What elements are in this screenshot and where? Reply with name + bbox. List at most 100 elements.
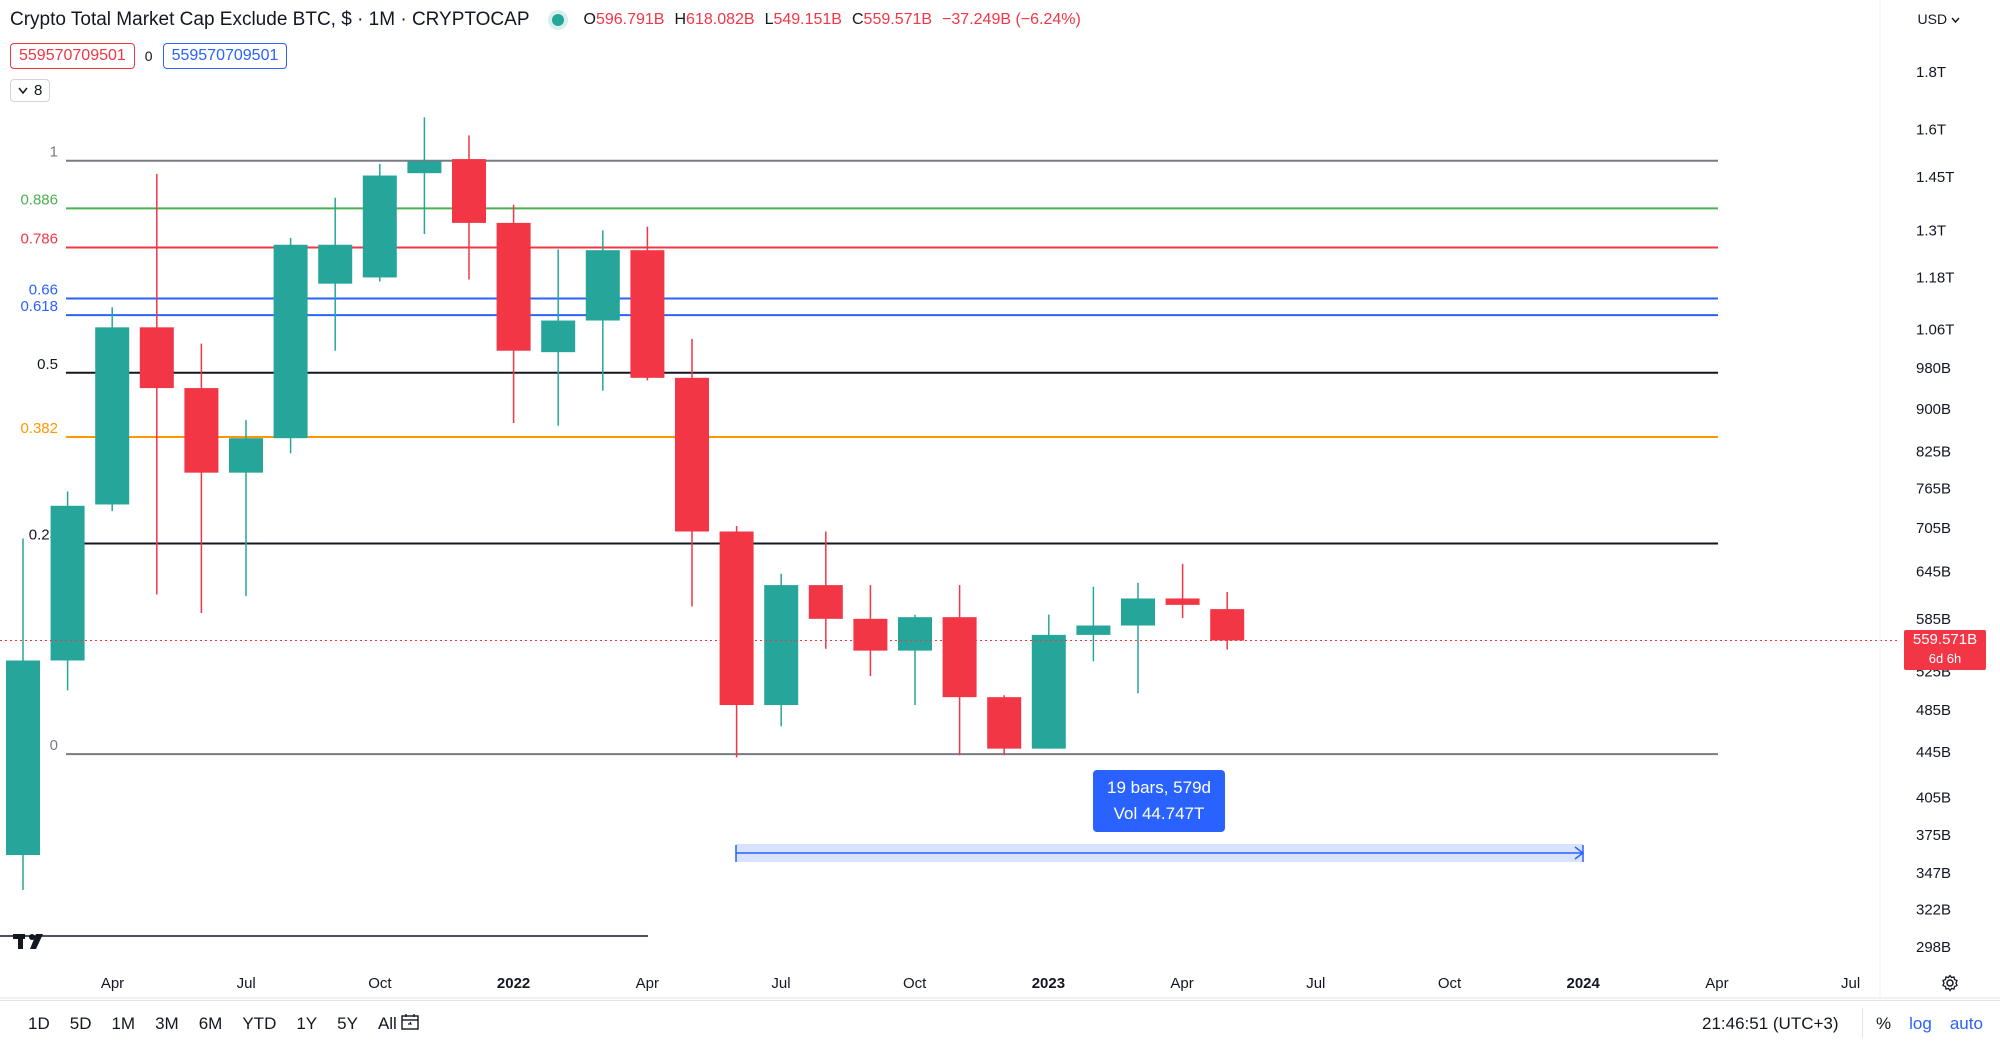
- range-ytd[interactable]: YTD: [242, 1014, 277, 1033]
- price-tick-label: 405B: [1916, 790, 1951, 807]
- candle-body: [630, 250, 665, 378]
- candle[interactable]: [585, 230, 620, 391]
- candle[interactable]: [1210, 592, 1245, 650]
- measure-volume: Vol 44.747T: [1113, 804, 1205, 823]
- ohlc-legend: O596.791B H618.082B L549.151B C559.571B …: [584, 11, 1081, 29]
- candle-body: [541, 320, 576, 353]
- candle[interactable]: [541, 249, 576, 426]
- time-axis[interactable]: Apr Jul Oct 2022 Apr Jul Oct 2023 Apr Jul Oct 2024 A…: [101, 975, 1860, 992]
- chevron-down-icon: [18, 87, 28, 94]
- candle[interactable]: [630, 226, 665, 381]
- price-tick-label: 1.18T: [1916, 269, 1954, 286]
- log-scale-toggle[interactable]: log: [1909, 1014, 1932, 1033]
- range-1m[interactable]: 1M: [111, 1014, 136, 1033]
- currency-label: USD: [1917, 11, 1948, 27]
- price-tick-label: 1.8T: [1916, 64, 1946, 81]
- candle[interactable]: [50, 491, 85, 691]
- candle-body: [407, 161, 442, 174]
- candle-body: [719, 531, 754, 706]
- price-tick-label: 705B: [1916, 520, 1951, 537]
- candle-body: [942, 617, 977, 698]
- time-tick-label: 2022: [497, 975, 530, 992]
- candle-body: [273, 244, 308, 439]
- candle-body: [452, 159, 486, 223]
- chart-header: Crypto Total Market Cap Exclude BTC, $ ·…: [10, 9, 1081, 31]
- candle[interactable]: [719, 525, 754, 758]
- change-value: −37.249B (−6.24%): [942, 11, 1081, 28]
- price-tick-label: 1.06T: [1916, 322, 1954, 339]
- measure-label[interactable]: 19 bars, 579d Vol 44.747T: [1093, 770, 1225, 832]
- candle[interactable]: [6, 538, 40, 891]
- range-1y[interactable]: 1Y: [296, 1014, 318, 1033]
- gear-icon[interactable]: [1941, 974, 1959, 992]
- open-value: 596.791B: [595, 11, 665, 28]
- range-1d[interactable]: 1D: [28, 1014, 50, 1033]
- collapse-indicators-button[interactable]: 8: [10, 79, 51, 102]
- price-axis[interactable]: 1.8T 1.6T 1.45T 1.3T 1.18T 1.06T 980B 900B 825B 7…: [1916, 64, 1954, 956]
- candle[interactable]: [362, 163, 397, 282]
- price-tick-label: 645B: [1916, 563, 1951, 580]
- candle[interactable]: [95, 307, 130, 512]
- scale-options: % log auto: [1876, 1014, 1983, 1034]
- open-label: O: [583, 11, 596, 28]
- price-tick-label: 322B: [1916, 901, 1951, 918]
- indicator-value-left[interactable]: 559570709501: [10, 43, 135, 69]
- candle-body: [229, 438, 263, 473]
- auto-scale-toggle[interactable]: auto: [1949, 1014, 1983, 1033]
- candle[interactable]: [452, 135, 486, 280]
- candle[interactable]: [764, 573, 799, 727]
- candle[interactable]: [942, 585, 977, 756]
- go-to-date-icon[interactable]: [400, 1013, 420, 1031]
- percent-scale-toggle[interactable]: %: [1876, 1014, 1892, 1033]
- range-6m[interactable]: 6M: [198, 1014, 223, 1033]
- candle[interactable]: [318, 197, 353, 351]
- price-tick-label: 585B: [1916, 611, 1951, 628]
- range-all[interactable]: All: [377, 1014, 397, 1033]
- candle[interactable]: [675, 338, 709, 607]
- candle[interactable]: [496, 204, 531, 423]
- bottom-toolbar: [0, 1000, 2000, 1049]
- fib-level-label: 0.786: [20, 230, 58, 247]
- chevron-down-icon: [1951, 17, 1960, 24]
- candle[interactable]: [987, 695, 1022, 756]
- price-tick-label: 825B: [1916, 444, 1951, 461]
- candle[interactable]: [407, 117, 442, 235]
- range-5y[interactable]: 5Y: [337, 1014, 358, 1033]
- candle[interactable]: [1121, 582, 1155, 694]
- indicator-values: 559570709501 0 559570709501: [10, 43, 288, 69]
- toolbar-separator: [1862, 1008, 1863, 1038]
- candle-body: [987, 697, 1022, 749]
- indicator-value-mid: 0: [144, 48, 153, 64]
- currency-selector[interactable]: USD: [1918, 11, 1960, 27]
- symbol-title[interactable]: Crypto Total Market Cap Exclude BTC, $ ·…: [10, 9, 530, 30]
- price-tick-label: 1.45T: [1916, 169, 1954, 186]
- candlestick-series[interactable]: [6, 117, 1245, 891]
- candle[interactable]: [1031, 614, 1066, 749]
- time-tick-label: Apr: [101, 975, 124, 992]
- tradingview-logo-icon[interactable]: [12, 931, 52, 951]
- candle[interactable]: [184, 343, 219, 614]
- clock-timezone[interactable]: 21:46:51 (UTC+3): [1702, 1014, 1839, 1033]
- date-range-measure[interactable]: [735, 844, 1585, 862]
- candle[interactable]: [139, 173, 174, 595]
- indicator-value-right[interactable]: 559570709501: [162, 43, 288, 69]
- candle-body: [184, 388, 219, 473]
- candle[interactable]: [853, 585, 888, 677]
- fib-level-label: 0: [50, 737, 58, 754]
- candle[interactable]: [808, 531, 843, 649]
- market-status-icon[interactable]: [551, 14, 564, 26]
- candle[interactable]: [898, 614, 932, 706]
- range-5d[interactable]: 5D: [69, 1014, 92, 1033]
- candle[interactable]: [1165, 563, 1200, 618]
- range-3m[interactable]: 3M: [155, 1014, 179, 1033]
- candle-body: [50, 505, 85, 661]
- high-value: 618.082B: [686, 11, 755, 28]
- candle-body: [362, 175, 397, 278]
- low-value: 549.151B: [773, 11, 842, 28]
- close-label: C: [851, 11, 864, 28]
- candle[interactable]: [229, 420, 263, 597]
- candle[interactable]: [1076, 586, 1111, 662]
- candle[interactable]: [273, 237, 308, 454]
